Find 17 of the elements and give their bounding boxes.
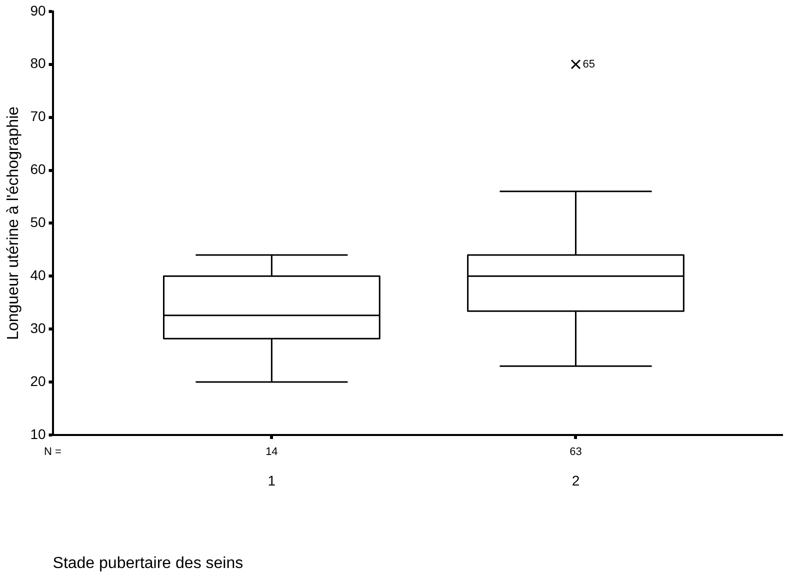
y-axis-title: Longueur utérine à l'échographie (5, 106, 22, 340)
y-tick-label: 10 (30, 426, 46, 442)
annotation: 65 (582, 58, 595, 70)
x-axis-title: Stade pubertaire des seins (52, 554, 244, 572)
x-tick-label: 1 (268, 472, 276, 488)
annotation: 63 (570, 446, 582, 458)
y-tick-label: 40 (30, 267, 46, 284)
y-tick-label: 50 (30, 214, 46, 230)
annotation: 14 (266, 446, 278, 458)
y-tick-label: 30 (30, 320, 46, 336)
x-tick-label: 2 (572, 472, 580, 488)
y-tick-label: 20 (30, 372, 46, 389)
y-tick-label: 80 (30, 55, 46, 72)
y-tick-label: 60 (30, 161, 46, 178)
y-tick-label: 90 (30, 2, 46, 18)
y-tick-label: 70 (30, 108, 46, 124)
text: N = (44, 446, 62, 458)
